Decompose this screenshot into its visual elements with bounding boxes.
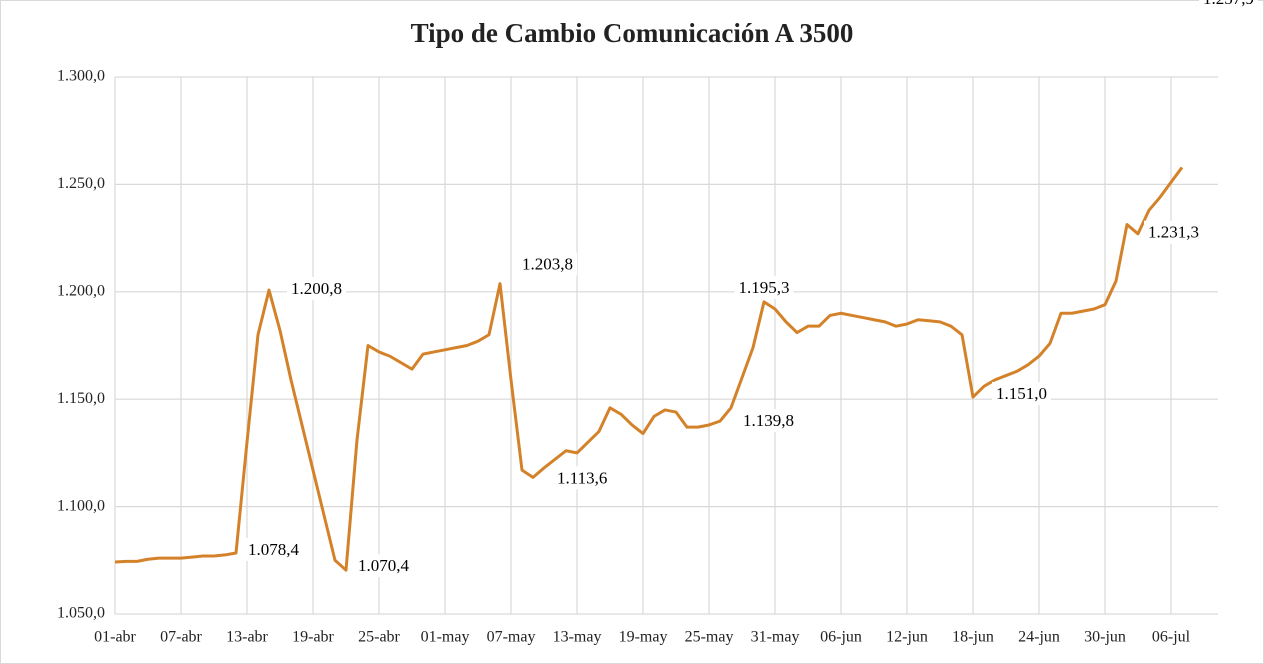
data-label: 1.151,0 bbox=[996, 384, 1047, 403]
data-label: 1.113,6 bbox=[557, 468, 607, 487]
y-tick-label: 1.300,0 bbox=[57, 68, 105, 85]
x-tick-label: 19-abr bbox=[292, 629, 334, 646]
y-tick-label: 1.250,0 bbox=[57, 175, 105, 192]
x-tick-label: 12-jun bbox=[886, 629, 928, 646]
data-label: 1.139,8 bbox=[743, 411, 794, 430]
grid bbox=[114, 76, 1218, 615]
label-bg bbox=[1144, 220, 1203, 244]
y-tick-label: 1.150,0 bbox=[57, 390, 105, 407]
data-label: 1.231,3 bbox=[1148, 223, 1199, 242]
label-bg bbox=[518, 252, 577, 276]
x-tick-label: 06-jul bbox=[1152, 629, 1191, 646]
x-tick-label: 01-may bbox=[421, 629, 470, 646]
label-bg bbox=[739, 409, 798, 433]
x-tick-label: 30-jun bbox=[1084, 629, 1126, 646]
x-tick-label: 13-abr bbox=[226, 629, 268, 646]
data-label: 1.200,8 bbox=[291, 279, 342, 298]
line bbox=[114, 166, 1184, 572]
label-bg bbox=[1199, 0, 1258, 10]
chart-title: Tipo de Cambio Comunicación A 3500 bbox=[411, 18, 854, 48]
x-tick-label: 18-jun bbox=[952, 629, 994, 646]
x-tick-label: 13-may bbox=[553, 629, 602, 646]
label-bg bbox=[354, 554, 414, 578]
y-tick-label: 1.200,0 bbox=[57, 282, 105, 299]
x-tick-label: 19-may bbox=[619, 629, 668, 646]
y-tick-label: 1.050,0 bbox=[57, 605, 105, 622]
label-bg bbox=[734, 275, 794, 299]
label-bg bbox=[992, 381, 1051, 405]
label-bg bbox=[553, 466, 612, 490]
data-label: 1.070,4 bbox=[358, 556, 410, 575]
x-tick-label: 25-may bbox=[685, 629, 734, 646]
data-label: 1.257,9 bbox=[1203, 0, 1254, 8]
data-label: 1.203,8 bbox=[522, 255, 573, 274]
x-tick-label: 06-jun bbox=[820, 629, 862, 646]
data-label: 1.195,3 bbox=[739, 278, 790, 297]
label-bg bbox=[287, 276, 346, 300]
y-tick-label: 1.100,0 bbox=[57, 497, 105, 514]
x-tick-label: 07-abr bbox=[160, 629, 202, 646]
x-tick-label: 24-jun bbox=[1018, 629, 1060, 646]
x-tick-label: 07-may bbox=[487, 629, 536, 646]
x-tick-label: 31-may bbox=[751, 629, 800, 646]
x-tick-label: 01-abr bbox=[94, 629, 136, 646]
x-tick-label: 25-abr bbox=[358, 629, 400, 646]
data-label: 1.078,4 bbox=[248, 540, 300, 559]
label-bg bbox=[244, 537, 304, 561]
